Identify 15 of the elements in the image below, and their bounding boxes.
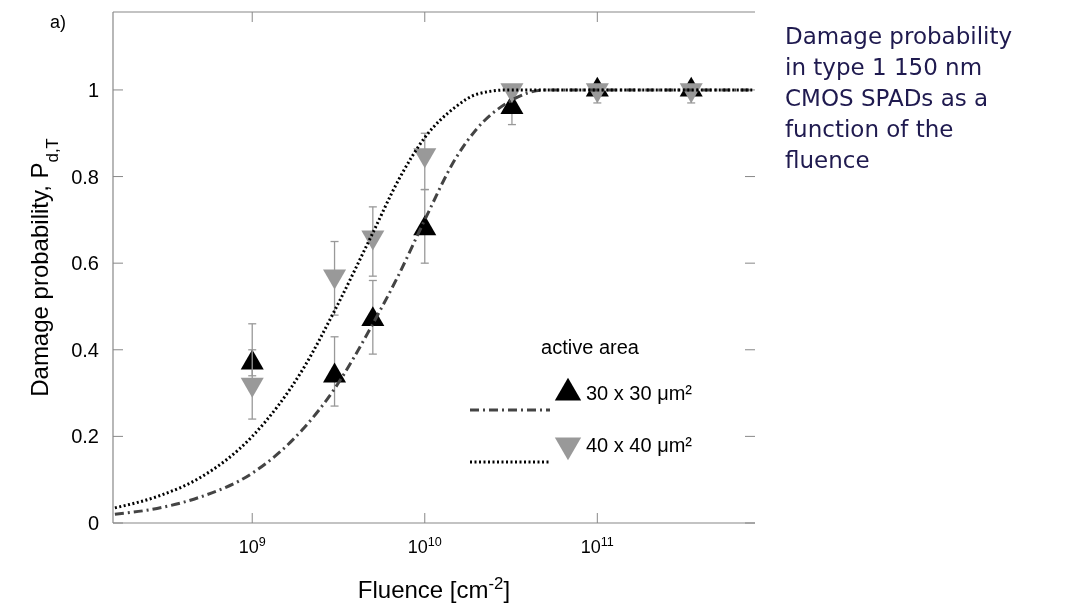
y-tick-label: 0.2 — [71, 425, 99, 448]
y-tick-label: 1 — [87, 78, 99, 101]
y-tick-label: 0.6 — [71, 252, 99, 275]
legend-title: active area — [541, 336, 640, 358]
x-tick-label: 10$^{9}$ — [238, 535, 266, 557]
y-tick-label: 0 — [87, 512, 99, 534]
chart-title: a) — [50, 12, 67, 32]
y-tick-label: 0.8 — [71, 165, 99, 188]
x-tick-label: 10$^{10}$ — [407, 535, 442, 557]
text: Damage probability in type 1 150 nm CMOS SPADs as a function of the fluence — [785, 23, 1013, 173]
x-tick-label: 10$^{11}$ — [580, 535, 614, 557]
legend-label: 30 x 30 μm² — [586, 382, 693, 404]
y-tick-label: 0.4 — [71, 338, 99, 361]
x-axis-title: Fluence [cm$^{-2}$] — [357, 573, 511, 603]
legend-label: 40 x 40 μm² — [586, 434, 693, 456]
